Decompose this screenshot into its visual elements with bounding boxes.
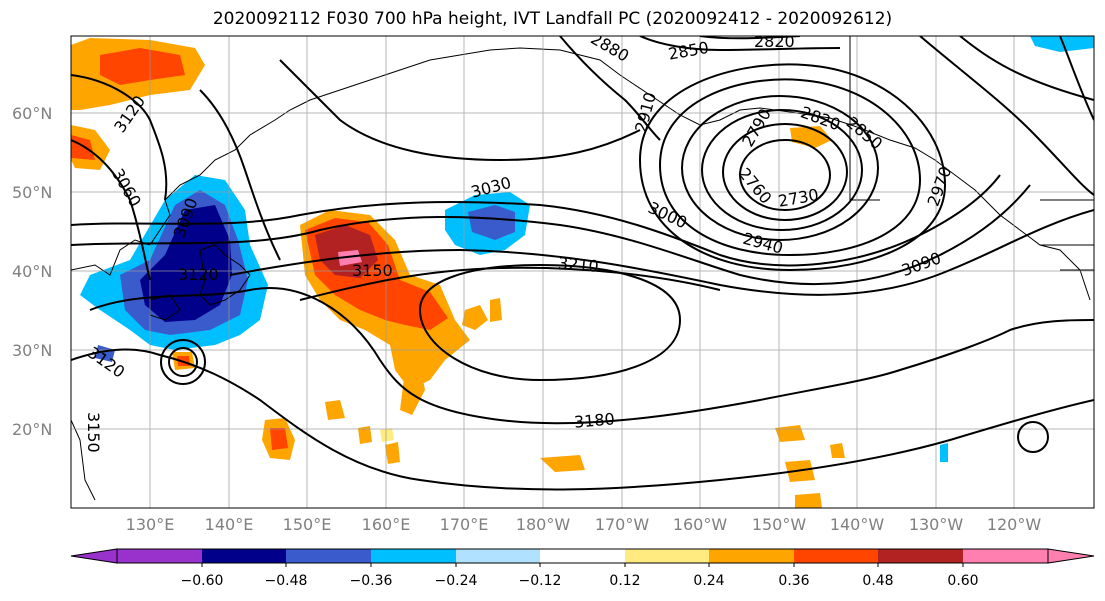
lon-tick-label: 160°E bbox=[361, 515, 411, 534]
grid-lines bbox=[71, 36, 1094, 508]
colorbar-frame bbox=[116, 548, 1049, 564]
colorbar-segment bbox=[794, 549, 878, 563]
colorbar-segment bbox=[709, 549, 794, 563]
colorbar-tick-label: 0.48 bbox=[862, 573, 894, 589]
lon-tick-label: 180°W bbox=[515, 515, 571, 534]
colorbar-segment bbox=[371, 549, 456, 563]
colorbar-segment bbox=[540, 549, 625, 563]
lat-tick-label: 30°N bbox=[12, 341, 53, 360]
colorbar-tick-label: −0.60 bbox=[180, 573, 224, 589]
colorbar-extend-min bbox=[70, 548, 118, 564]
colorbar-segment bbox=[117, 549, 202, 563]
colorbar-tick-label: 0.24 bbox=[693, 573, 725, 589]
colorbar-tick-label: −0.24 bbox=[434, 573, 478, 589]
lat-tick-label: 60°N bbox=[12, 104, 53, 123]
contour-label: 3150 bbox=[352, 261, 393, 280]
lon-tick-label: 140°W bbox=[829, 515, 885, 534]
colorbar bbox=[70, 548, 1095, 567]
contour-label: 2820 bbox=[754, 32, 795, 51]
colorbar-tick-label: −0.12 bbox=[518, 573, 562, 589]
colorbar-segment bbox=[963, 549, 1048, 563]
contour-label: 3150 bbox=[84, 412, 103, 453]
lon-tick-label: 130°W bbox=[908, 515, 964, 534]
colorbar-tick-label: 0.36 bbox=[778, 573, 810, 589]
lon-tick-label: 150°W bbox=[751, 515, 807, 534]
colorbar-tick-label: 0.60 bbox=[947, 573, 979, 589]
lon-tick-label: 160°W bbox=[672, 515, 728, 534]
colorbar-segment bbox=[625, 549, 709, 563]
contour-label: 3180 bbox=[573, 409, 615, 431]
colorbar-segment bbox=[878, 549, 963, 563]
map-title: 2020092112 F030 700 hPa height, IVT Land… bbox=[212, 9, 893, 29]
map-frame bbox=[70, 35, 1095, 509]
lon-tick-label: 130°E bbox=[125, 515, 175, 534]
colorbar-tick-label: −0.36 bbox=[349, 573, 393, 589]
colorbar-segment bbox=[456, 549, 540, 563]
map-plot-area: 3120 3060 3090 3120 3120 3150 3150 3030 … bbox=[71, 32, 1094, 508]
colorbar-tick-label: 0.12 bbox=[609, 573, 641, 589]
contour-label: 3120 bbox=[178, 265, 219, 284]
lat-tick-label: 20°N bbox=[12, 420, 53, 439]
colorbar-segment bbox=[286, 549, 371, 563]
lon-tick-label: 150°E bbox=[282, 515, 332, 534]
colorbar-segment bbox=[202, 549, 286, 563]
lon-tick-label: 120°W bbox=[986, 515, 1042, 534]
lat-tick-label: 40°N bbox=[12, 262, 53, 281]
colorbar-tick-label: −0.48 bbox=[264, 573, 308, 589]
height-contours bbox=[71, 36, 1094, 491]
lon-tick-label: 140°E bbox=[204, 515, 254, 534]
lon-tick-label: 170°E bbox=[439, 515, 489, 534]
lon-tick-label: 170°W bbox=[594, 515, 650, 534]
lat-tick-label: 50°N bbox=[12, 183, 53, 202]
contour-label: 3210 bbox=[557, 254, 599, 276]
colorbar-extend-max bbox=[1047, 548, 1095, 564]
ivt-shading bbox=[71, 36, 1094, 508]
